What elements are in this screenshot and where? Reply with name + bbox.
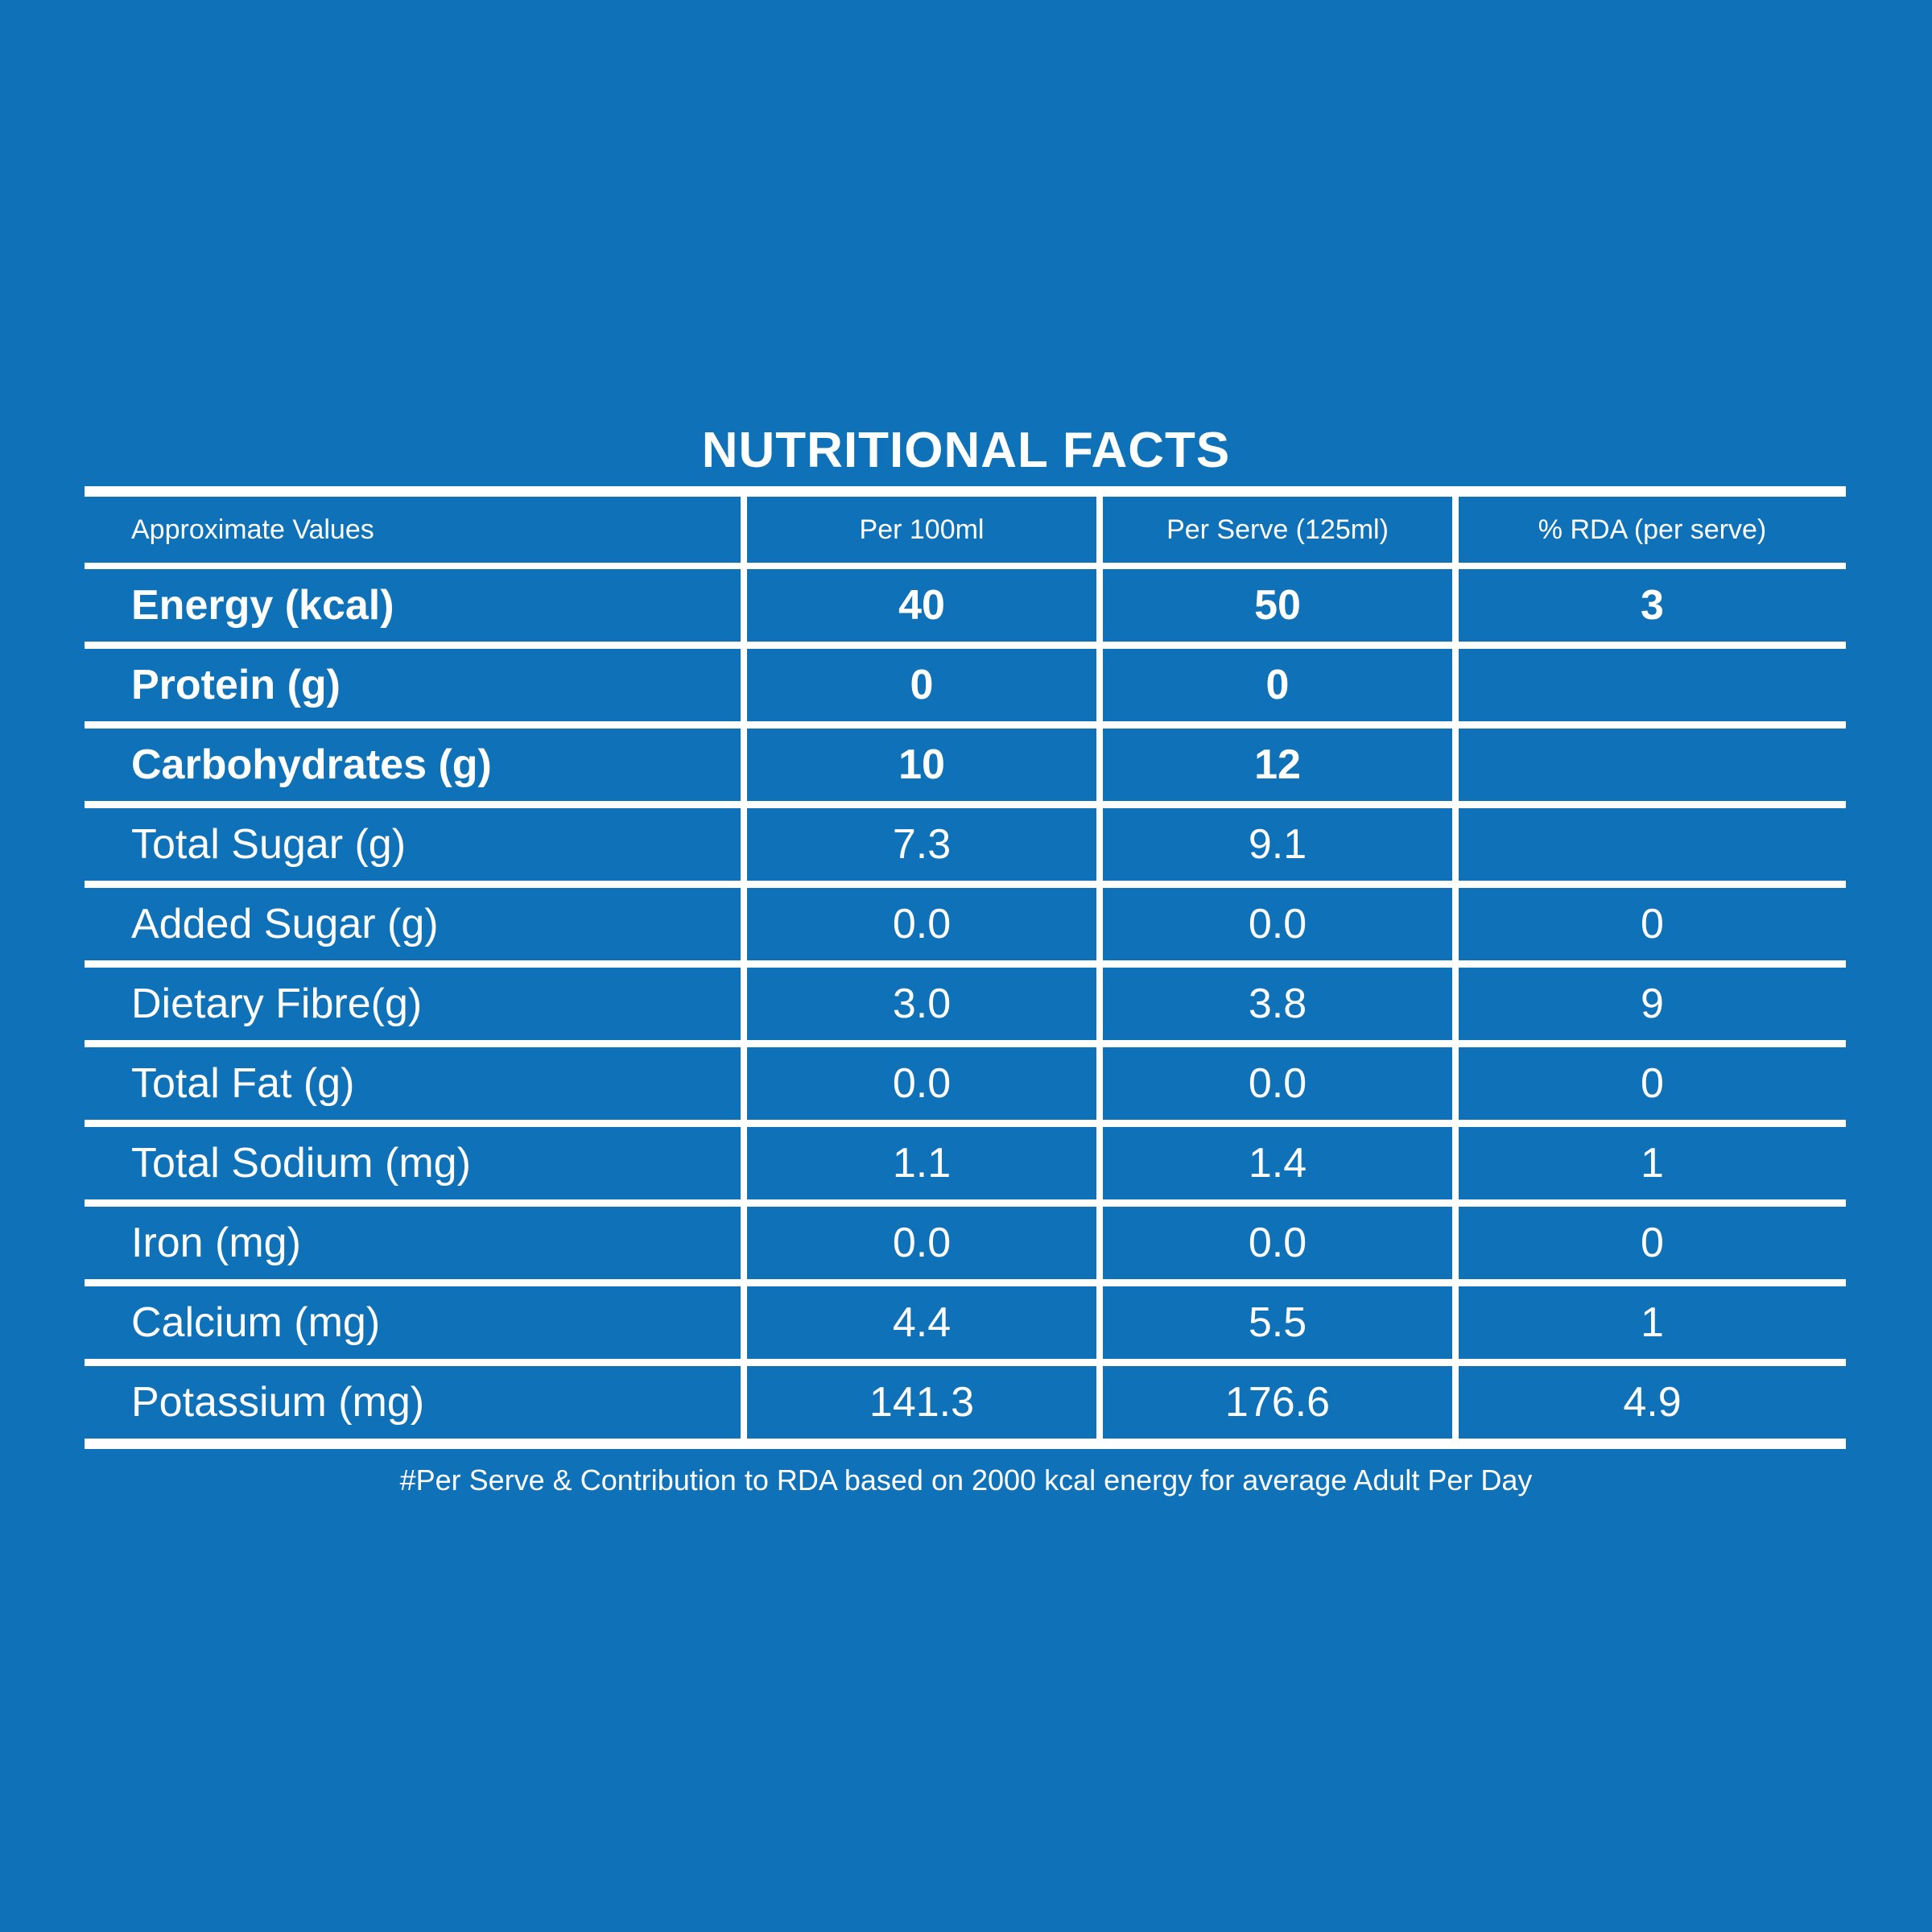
row-label: Carbohydrates (g) [131, 741, 492, 788]
column-header: Per 100ml [741, 497, 1096, 563]
value-per-serve: 0 [1096, 649, 1452, 721]
value-per-100ml: 141.3 [741, 1366, 1096, 1439]
page-title: NUTRITIONAL FACTS [701, 423, 1231, 478]
value-per-serve: 1.4 [1096, 1127, 1452, 1199]
value-rda: 4.9 [1452, 1366, 1846, 1439]
value-per-serve: 12 [1096, 729, 1452, 801]
row-label: Total Fat (g) [131, 1060, 355, 1107]
value-per-serve: 9.1 [1096, 808, 1452, 881]
row-label: Potassium (mg) [131, 1379, 425, 1426]
value-per-100ml: 7.3 [741, 808, 1096, 881]
value-per-serve: 176.6 [1096, 1366, 1452, 1439]
column-header: Per Serve (125ml) [1096, 497, 1452, 563]
value-per-serve: 5.5 [1096, 1286, 1452, 1359]
value-per-100ml: 0 [741, 649, 1096, 721]
value-per-100ml: 3.0 [741, 968, 1096, 1040]
table-row: Potassium (mg) 141.3 176.6 4.9 [85, 1366, 1846, 1439]
table-row: Carbohydrates (g) 10 12 [85, 729, 1846, 808]
value-per-100ml: 0.0 [741, 1207, 1096, 1279]
value-rda [1452, 729, 1846, 801]
table-row: Energy (kcal) 40 50 3 [85, 569, 1846, 649]
value-per-100ml: 40 [741, 569, 1096, 642]
table-row: Total Fat (g) 0.0 0.0 0 [85, 1047, 1846, 1127]
row-label: Added Sugar (g) [131, 901, 439, 947]
table-row: Total Sodium (mg) 1.1 1.4 1 [85, 1127, 1846, 1207]
value-rda [1452, 649, 1846, 721]
value-per-serve: 0.0 [1096, 1047, 1452, 1120]
nutrition-table: Approximate Values Per 100ml Per Serve (12… [85, 486, 1846, 1449]
table-row: Iron (mg) 0.0 0.0 0 [85, 1207, 1846, 1286]
value-per-100ml: 10 [741, 729, 1096, 801]
row-label: Total Sugar (g) [131, 821, 407, 868]
table-row: Added Sugar (g) 0.0 0.0 0 [85, 888, 1846, 968]
row-label: Calcium (mg) [131, 1299, 381, 1346]
row-label: Protein (g) [131, 662, 341, 708]
row-label: Dietary Fibre(g) [131, 980, 423, 1027]
value-per-100ml: 1.1 [741, 1127, 1096, 1199]
column-header: % RDA (per serve) [1452, 497, 1846, 563]
value-per-100ml: 0.0 [741, 888, 1096, 960]
column-header: Approximate Values [131, 514, 374, 545]
value-per-serve: 50 [1096, 569, 1452, 642]
value-per-serve: 3.8 [1096, 968, 1452, 1040]
value-rda: 0 [1452, 888, 1846, 960]
value-per-serve: 0.0 [1096, 888, 1452, 960]
footnote: #Per Serve & Contribution to RDA based o… [399, 1463, 1533, 1496]
table-row: Calcium (mg) 4.4 5.5 1 [85, 1286, 1846, 1366]
table-row: Protein (g) 0 0 [85, 649, 1846, 729]
value-rda: 1 [1452, 1127, 1846, 1199]
row-label: Total Sodium (mg) [131, 1140, 471, 1187]
value-rda: 0 [1452, 1047, 1846, 1120]
table-top-divider [85, 486, 1846, 497]
row-label: Energy (kcal) [131, 582, 394, 629]
value-per-100ml: 0.0 [741, 1047, 1096, 1120]
value-rda: 3 [1452, 569, 1846, 642]
table-header-row: Approximate Values Per 100ml Per Serve (12… [85, 497, 1846, 569]
table-row: Total Sugar (g) 7.3 9.1 [85, 808, 1846, 888]
value-rda: 9 [1452, 968, 1846, 1040]
value-rda: 0 [1452, 1207, 1846, 1279]
value-per-100ml: 4.4 [741, 1286, 1096, 1359]
value-per-serve: 0.0 [1096, 1207, 1452, 1279]
value-rda: 1 [1452, 1286, 1846, 1359]
table-row: Dietary Fibre(g) 3.0 3.8 9 [85, 968, 1846, 1047]
table-bottom-divider [85, 1439, 1846, 1449]
row-label: Iron (mg) [131, 1220, 301, 1266]
value-rda [1452, 808, 1846, 881]
